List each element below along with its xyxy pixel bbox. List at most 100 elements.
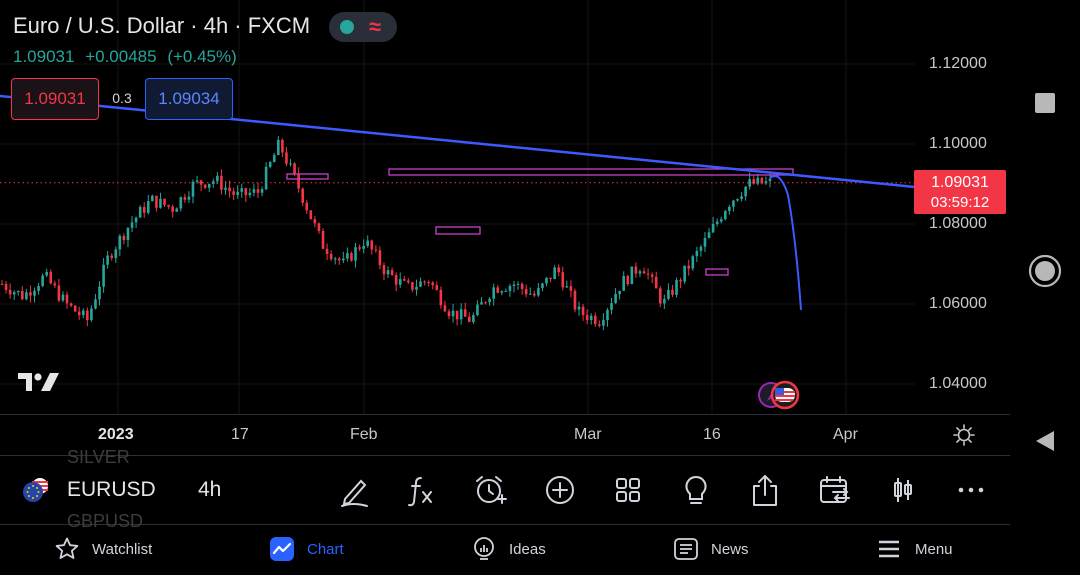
recents-icon[interactable] — [1034, 92, 1056, 119]
candle-body — [236, 191, 239, 195]
candle-body — [8, 289, 12, 295]
candle-body — [163, 198, 166, 206]
candle-body — [468, 316, 471, 322]
candle-body — [41, 275, 44, 287]
candle-body — [675, 280, 678, 295]
candle-body — [719, 219, 723, 222]
symbol-title[interactable]: Euro / U.S. Dollar · 4h · FXCM — [13, 13, 311, 38]
market-status-pill[interactable]: ≈ — [329, 12, 397, 42]
candle-body — [654, 276, 658, 289]
tab-news[interactable]: News — [673, 536, 749, 562]
candle-body — [350, 253, 353, 261]
candle-body — [736, 199, 739, 201]
candle-body — [646, 273, 650, 275]
more-options-icon[interactable] — [953, 472, 989, 508]
candle-body — [175, 208, 179, 212]
candle-body — [49, 271, 53, 284]
candle-body — [118, 235, 122, 250]
candle-body — [122, 235, 126, 241]
candle-body — [585, 315, 589, 321]
zone-rectangle — [435, 226, 481, 235]
tab-chart-label: Chart — [307, 540, 344, 558]
candle-body — [606, 309, 609, 321]
candle-body — [463, 309, 467, 317]
candle-body — [398, 279, 402, 285]
indicators-icon[interactable] — [403, 472, 439, 508]
tab-chart[interactable]: Chart — [269, 536, 344, 562]
candle-body — [711, 223, 715, 233]
tab-menu[interactable]: Menu — [877, 536, 953, 562]
system-navigation-bar — [1010, 0, 1080, 575]
candle-body — [378, 250, 382, 266]
price-tick: 1.10000 — [929, 135, 987, 152]
candle-body — [191, 181, 195, 197]
candle-body — [622, 275, 626, 291]
candle-body — [740, 196, 743, 200]
next-symbol[interactable]: GBPUSD — [67, 511, 144, 531]
candle-body — [435, 285, 439, 290]
share-icon[interactable] — [747, 472, 783, 508]
candle-body — [0, 284, 4, 285]
candle-body — [650, 274, 654, 277]
candle-body — [333, 258, 337, 260]
chart-type-candles-icon[interactable] — [885, 472, 921, 508]
candle-body — [45, 271, 48, 276]
candle-body — [427, 282, 430, 284]
candle-body — [301, 188, 304, 203]
candle-body — [561, 272, 565, 288]
alert-clock-icon[interactable] — [472, 472, 508, 508]
candle-body — [358, 247, 361, 249]
candle-body — [402, 279, 406, 281]
sell-button[interactable]: 1.09031 — [11, 78, 99, 120]
ideas-bulb-icon[interactable] — [678, 472, 714, 508]
tab-watchlist[interactable]: Watchlist — [54, 536, 152, 562]
price-tick: 1.04000 — [929, 375, 987, 392]
chart-settings-icon[interactable] — [953, 424, 975, 451]
candle-body — [390, 270, 394, 276]
last-quote: 1.09031 +0.00485 (+0.45%) — [13, 47, 243, 67]
candle-body — [480, 302, 483, 305]
home-icon[interactable] — [1028, 254, 1062, 293]
drawing-tools-icon[interactable] — [337, 472, 373, 508]
layout-grid-icon[interactable] — [610, 472, 646, 508]
candle-body — [272, 155, 276, 163]
spread-value: 0.3 — [112, 90, 132, 106]
candle-body — [634, 266, 638, 274]
symbol-search-button[interactable]: EURUSD — [67, 478, 156, 501]
candle-body — [81, 310, 85, 316]
candle-body — [728, 206, 731, 212]
candle-body — [528, 293, 532, 295]
tradingview-logo-icon[interactable] — [16, 370, 62, 399]
candle-body — [602, 320, 605, 326]
candle-body — [516, 283, 520, 285]
time-axis[interactable]: 2023 17 Feb Mar 16 Apr — [0, 414, 1010, 455]
candle-body — [691, 256, 695, 269]
candle-body — [65, 294, 69, 304]
compare-dates-icon[interactable] — [816, 472, 852, 508]
candle-body — [715, 221, 719, 224]
candle-body — [183, 197, 187, 200]
candle-body — [732, 200, 735, 207]
interval-button[interactable]: 4h — [198, 478, 222, 501]
time-tick: 16 — [703, 426, 721, 443]
prev-symbol[interactable]: SILVER — [67, 447, 130, 467]
chart-area[interactable]: Euro / U.S. Dollar · 4h · FXCM 1.09031 +… — [0, 0, 1010, 414]
back-icon[interactable] — [1032, 428, 1058, 459]
buy-button[interactable]: 1.09034 — [145, 78, 233, 120]
candle-body — [354, 247, 357, 261]
candle-body — [260, 189, 264, 193]
candle-body — [533, 293, 536, 296]
economic-event-icon[interactable] — [757, 380, 801, 415]
price-tick: 1.08000 — [929, 215, 987, 232]
candle-body — [187, 196, 191, 200]
data-delay-icon: ≈ — [369, 14, 382, 39]
tab-ideas[interactable]: Ideas — [471, 536, 546, 562]
candle-body — [4, 284, 8, 290]
candle-body — [707, 232, 711, 239]
add-icon[interactable] — [542, 472, 578, 508]
candle-body — [484, 302, 487, 304]
candle-body — [199, 180, 203, 185]
eurusd-flag-icon — [22, 477, 50, 508]
candle-body — [362, 245, 365, 249]
candle-body — [545, 277, 548, 284]
